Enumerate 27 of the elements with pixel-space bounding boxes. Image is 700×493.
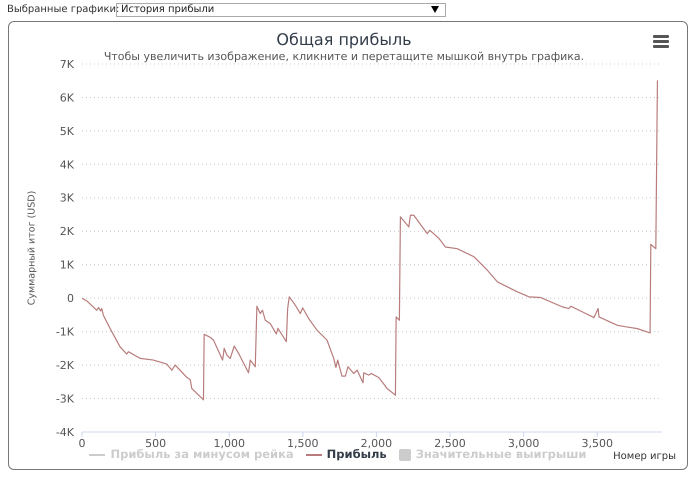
x-tick-label: 2,500 <box>434 436 466 450</box>
y-tick-label: 1K <box>60 258 75 272</box>
y-tick-label: 2K <box>60 225 75 238</box>
y-tick-label: 5K <box>60 124 75 138</box>
x-tick-label: 1,000 <box>213 436 245 450</box>
x-tick-label: 0 <box>78 436 86 450</box>
x-tick-label: 3,500 <box>581 436 613 450</box>
chart-subtitle: Чтобы увеличить изображение, кликните и перетащите мышкой внутрь графика. <box>104 50 584 63</box>
dropdown-field: История прибыли <box>116 3 446 17</box>
y-tick-label: -3K <box>56 392 75 406</box>
chart-title: Общая прибыль <box>275 30 413 49</box>
y-tick-label: -1K <box>56 326 75 339</box>
x-tick-label: 3,000 <box>508 436 540 450</box>
y-tick-label: 3K <box>60 192 75 205</box>
x-axis-title: Номер игры <box>613 451 676 462</box>
y-tick-label: -4K <box>56 426 75 439</box>
x-tick-label: 1,500 <box>287 436 319 450</box>
y-tick-label: 7K <box>60 58 75 71</box>
x-tick-label: 2,000 <box>360 436 392 450</box>
y-tick-label: 0 <box>67 292 74 306</box>
legend-label: Прибыль <box>326 447 387 461</box>
y-tick-label: -2K <box>56 358 75 372</box>
line-series <box>82 80 658 400</box>
y-tick-label: 4K <box>60 158 75 172</box>
x-tick-label: 500 <box>145 436 166 450</box>
y-axis-title: Суммарный итог (USD) <box>26 190 38 306</box>
y-tick-label: 6K <box>60 91 75 104</box>
